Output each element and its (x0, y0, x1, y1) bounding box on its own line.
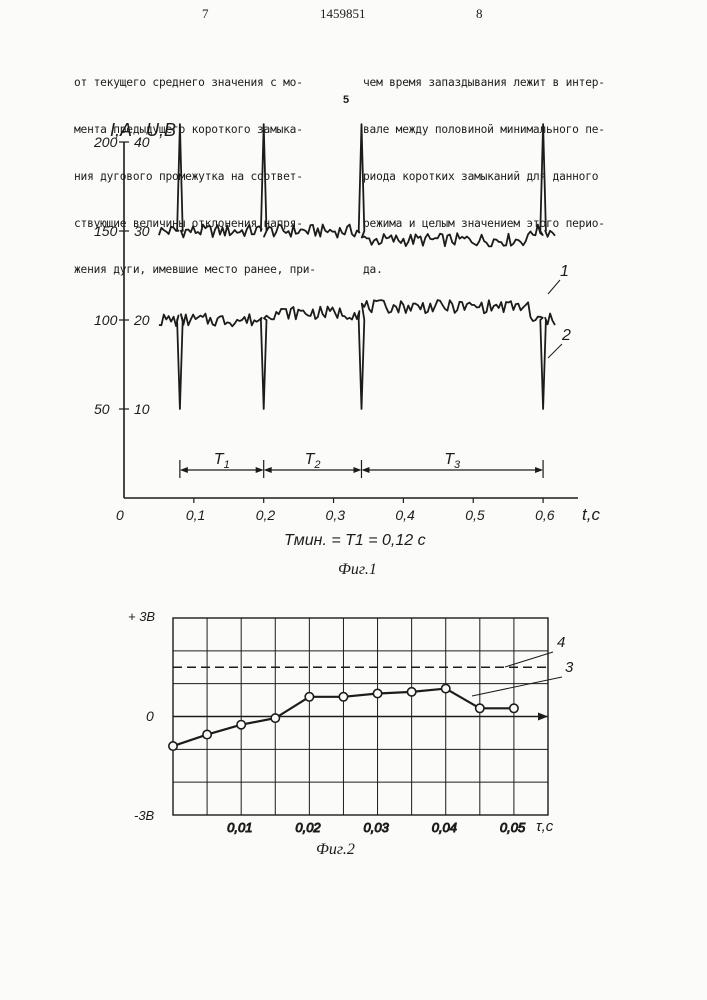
fig1-leader-2 (548, 344, 562, 358)
fig1-x-tick-label: 0,1 (186, 507, 205, 523)
text-line: да. (363, 262, 605, 278)
text-column-left: от текущего среднего значения с мо- мент… (74, 44, 316, 294)
fig2-x-tick-label: 0,02 (295, 820, 321, 835)
fig2-series-3-point (476, 704, 484, 712)
fig1-period-label: T1 (214, 451, 230, 471)
fig2-curve-label-4: 4 (557, 634, 565, 651)
fig1-period-label: T3 (444, 451, 461, 471)
fig2-y-top-label: + 3В (128, 609, 155, 624)
fig2-x-label: τ,c (536, 818, 554, 835)
fig2-caption: Фиг.2 (316, 841, 355, 858)
fig2-series-3-point (169, 742, 177, 750)
fig1-period-arrow-right (256, 467, 264, 473)
fig1-x-tick-label: 0,5 (465, 507, 485, 523)
fig2-curve-label-3: 3 (565, 659, 574, 676)
fig2-series-3-point (373, 689, 381, 697)
fig1-period-arrow-right (353, 467, 361, 473)
fig1-period-arrow-left (361, 467, 369, 473)
fig2-series-3-point (442, 684, 450, 692)
patent-number: 1459851 (320, 6, 366, 22)
fig1-caption: Фиг.1 (338, 561, 377, 578)
fig1-x-tick-label: 0 (116, 507, 124, 523)
text-line: вале между половиной минимального пе- (363, 122, 605, 138)
fig2-leader-4 (505, 652, 553, 667)
fig1-x-tick-label: 0,2 (256, 507, 276, 523)
text-line: ния дугового промежутка на соответ- (74, 169, 316, 185)
fig1-period-arrow-left (264, 467, 272, 473)
fig2-x-tick-label: 0,01 (227, 820, 252, 835)
fig2-series-3-point (237, 721, 245, 729)
fig1-period-label-subscript: 2 (313, 459, 320, 471)
fig1-period-label-subscript: 3 (454, 459, 461, 471)
fig2-series-3-point (203, 730, 211, 738)
fig1-y-right-tick-label: 10 (134, 401, 150, 417)
fig2-x-tick-label: 0,05 (500, 820, 526, 835)
fig2-x-tick-label: 0,04 (432, 820, 457, 835)
line-marker: 5 (343, 94, 349, 106)
fig1-x-tick-label: 0,3 (326, 507, 346, 523)
text-line: ствующие величины отклонения напря- (74, 216, 316, 232)
text-line: мента предыдущего короткого замыка- (74, 122, 316, 138)
fig1-x-tick-label: 0,4 (395, 507, 415, 523)
text-line: режима и целым значением этого перио- (363, 216, 605, 232)
text-line: риода коротких замыканий для данного (363, 169, 605, 185)
text-line: жения дуги, имевшие место ранее, при- (74, 262, 316, 278)
fig2-series-3-line (173, 689, 514, 746)
fig2-frame (173, 618, 548, 815)
page-number-right: 8 (476, 6, 483, 22)
fig2-series-3-point (407, 688, 415, 696)
text-line: чем время запаздывания лежит в интер- (363, 75, 605, 91)
fig1-y-left-tick-label: 100 (94, 312, 118, 328)
fig2-leader-3 (472, 677, 562, 696)
fig1-period-arrow-right (535, 467, 543, 473)
fig2-y-zero-label: 0 (146, 708, 154, 724)
fig2-y-bottom-label: -3В (134, 808, 155, 823)
fig2-series-3-point (339, 693, 347, 701)
fig2-zero-axis-arrow (538, 713, 548, 721)
fig1-x-label: t,c (582, 505, 600, 524)
fig1-curve-label-2: 2 (561, 327, 571, 344)
fig1-series-2-line (159, 300, 555, 409)
fig1-period-label-subscript: 1 (224, 459, 230, 471)
fig1-period-arrow-left (180, 467, 188, 473)
text-line: от текущего среднего значения с мо- (74, 75, 316, 91)
fig2-series-3-point (305, 693, 313, 701)
fig1-period-label: T2 (305, 451, 321, 471)
page-number-left: 7 (202, 6, 209, 22)
fig1-formula: Tмин. = T1 = 0,12 c (284, 532, 426, 549)
text-column-right: чем время запаздывания лежит в интер- ва… (363, 44, 605, 294)
fig2-series-3-point (510, 704, 518, 712)
fig2-x-tick-label: 0,03 (364, 820, 390, 835)
fig2-series-3-point (271, 714, 279, 722)
fig1-y-left-tick-label: 50 (94, 401, 110, 417)
fig1-y-right-tick-label: 20 (133, 312, 150, 328)
fig1-x-tick-label: 0,6 (535, 507, 555, 523)
